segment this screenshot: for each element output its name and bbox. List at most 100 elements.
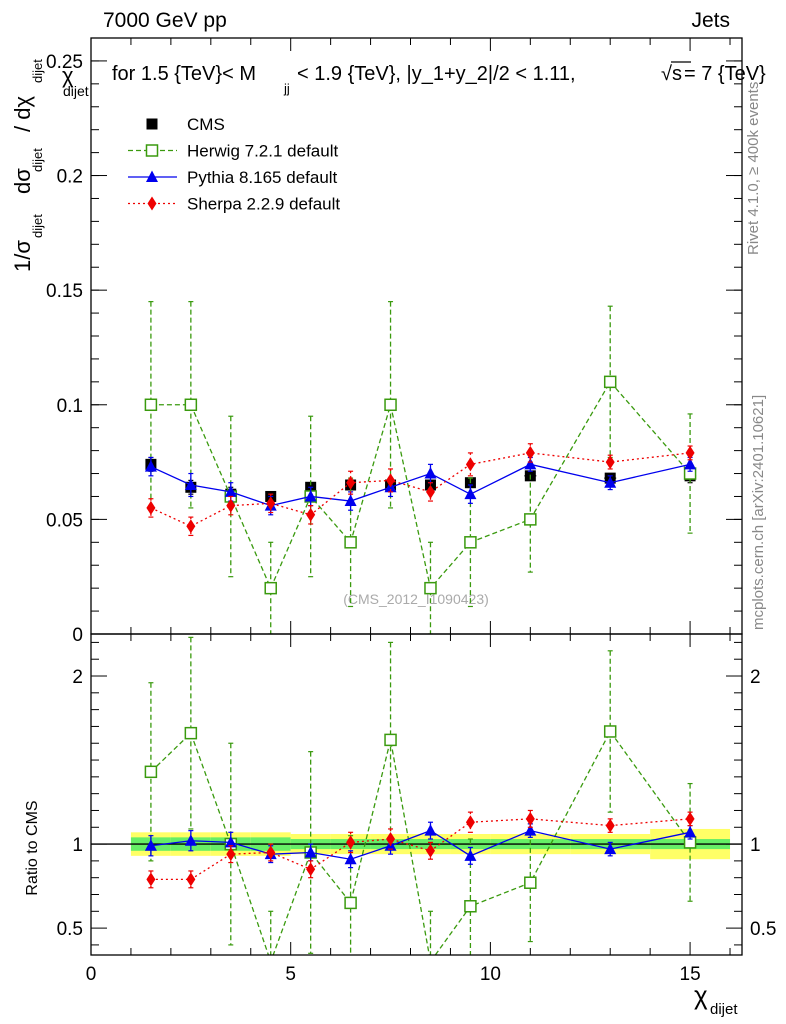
point-herwig: [424, 581, 437, 595]
point-sherpa: [346, 475, 356, 490]
y-tick-label: 0.1: [57, 396, 83, 417]
x-tick-label: 15: [680, 964, 701, 985]
y-tick-label: 0.05: [46, 510, 83, 531]
point-sherpa: [425, 843, 435, 858]
plot-title: χ dijet for 1.5 {TeV}< M jj < 1.9 {TeV},…: [62, 61, 766, 99]
title-sqrt: √s: [661, 63, 682, 85]
point-sherpa: [525, 811, 535, 826]
ylabel-sig-sub: dijet: [30, 214, 45, 238]
point-pythia: [344, 494, 357, 507]
point-herwig: [184, 398, 198, 412]
ylabel-dsig: dσ: [10, 168, 35, 194]
title-chi: χ: [62, 63, 74, 88]
legend-item-cms: CMS: [146, 115, 225, 134]
point-sherpa: [266, 496, 276, 511]
point-herwig: [344, 536, 357, 549]
point-pythia: [684, 457, 697, 470]
point-herwig: [524, 513, 537, 526]
point-herwig: [184, 726, 198, 740]
point-pythia: [224, 485, 237, 497]
legend-marker-cms: [146, 118, 158, 130]
legend-marker-sherpa: [147, 196, 157, 211]
ylabel-over-dchi: / dχ: [10, 96, 35, 132]
point-pythia: [184, 834, 197, 846]
x-tick-label: 5: [285, 964, 296, 985]
y-tick-label: 2: [72, 667, 83, 688]
x-tick-label: 0: [86, 964, 97, 985]
point-sherpa: [146, 500, 156, 515]
point-sherpa: [685, 445, 695, 460]
title-prefix: for 1.5 {TeV}< M: [112, 63, 256, 85]
point-sherpa: [306, 862, 316, 877]
xlabel-chi-sub: dijet: [710, 1001, 738, 1018]
y-tick-label-right: 2: [750, 667, 761, 688]
series-line-herwig: [150, 730, 691, 955]
point-pythia: [144, 839, 157, 851]
point-sherpa: [306, 507, 316, 522]
ylabel-one-over: 1/σ: [10, 240, 35, 272]
point-pythia: [424, 467, 437, 479]
legend-item-herwig: Herwig 7.2.1 default: [128, 142, 338, 161]
series-line-pythia: [150, 463, 691, 507]
series-line-herwig: [150, 380, 691, 590]
point-sherpa: [146, 872, 156, 887]
point-sherpa: [465, 815, 475, 830]
point-pythia: [684, 825, 697, 838]
point-herwig: [603, 725, 617, 738]
y-tick-label: 0.2: [57, 167, 83, 188]
point-sherpa: [425, 484, 435, 499]
point-pythia: [604, 842, 617, 855]
series-herwig: [144, 301, 697, 634]
point-herwig: [344, 896, 357, 910]
point-pythia: [464, 849, 477, 861]
header-right: Jets: [691, 9, 730, 32]
legend-item-pythia: Pythia 8.165 default: [128, 168, 338, 187]
main-ylabel: 1/σ dijet dσ dijet / dχ dijet: [10, 59, 45, 272]
y-tick-label: 0.15: [46, 281, 83, 302]
point-pythia: [184, 478, 197, 490]
point-pythia: [464, 487, 477, 500]
title-mjj-sub: jj: [283, 81, 290, 96]
point-sherpa: [186, 519, 196, 534]
point-sherpa: [186, 872, 196, 887]
point-pythia: [224, 835, 237, 848]
title-chi-sub: dijet: [63, 83, 89, 99]
header-left: 7000 GeV pp: [103, 9, 227, 32]
point-herwig: [264, 581, 277, 595]
ratio-ylabel: Ratio to CMS: [24, 800, 41, 895]
mcplots-label: mcplots.cern.ch [arXiv:2401.10621]: [750, 395, 767, 630]
y-tick-label-right: 1: [750, 835, 761, 856]
series-sherpa: [146, 443, 695, 537]
point-sherpa: [226, 498, 236, 513]
point-herwig: [384, 398, 397, 412]
title-suffix: = 7 {TeV}: [684, 63, 766, 85]
point-herwig: [384, 733, 397, 747]
series-line-pythia: [150, 829, 691, 860]
legend-marker-pythia: [146, 170, 158, 182]
point-sherpa: [386, 473, 396, 488]
point-sherpa: [605, 818, 615, 833]
point-pythia: [344, 852, 357, 865]
point-sherpa: [226, 847, 236, 862]
point-sherpa: [525, 445, 535, 460]
series-pythia: [144, 821, 697, 869]
point-pythia: [304, 489, 317, 502]
point-sherpa: [266, 845, 276, 860]
legend: CMS Herwig 7.2.1 default Pythia 8.165 defa…: [128, 115, 340, 214]
title-middle: < 1.9 {TeV}, |y_1+y_2|/2 < 1.11,: [297, 63, 576, 85]
legend-marker-herwig: [145, 144, 159, 157]
main-panel: 0 0.05 0.1 0.15 0.2 0.25: [46, 37, 743, 646]
point-herwig: [425, 956, 436, 967]
frame: [90, 633, 743, 956]
point-herwig: [464, 536, 477, 549]
y-tick-label-right: 0.5: [750, 919, 776, 940]
ylabel-dchi-sub: dijet: [30, 59, 45, 83]
series-group: [144, 636, 697, 967]
legend-item-sherpa: Sherpa 2.2.9 default: [128, 195, 340, 214]
point-pythia: [524, 824, 537, 836]
point-pythia: [424, 824, 437, 836]
point-pythia: [604, 476, 617, 488]
point-sherpa: [465, 457, 475, 472]
y-tick-label: 1: [72, 835, 83, 856]
